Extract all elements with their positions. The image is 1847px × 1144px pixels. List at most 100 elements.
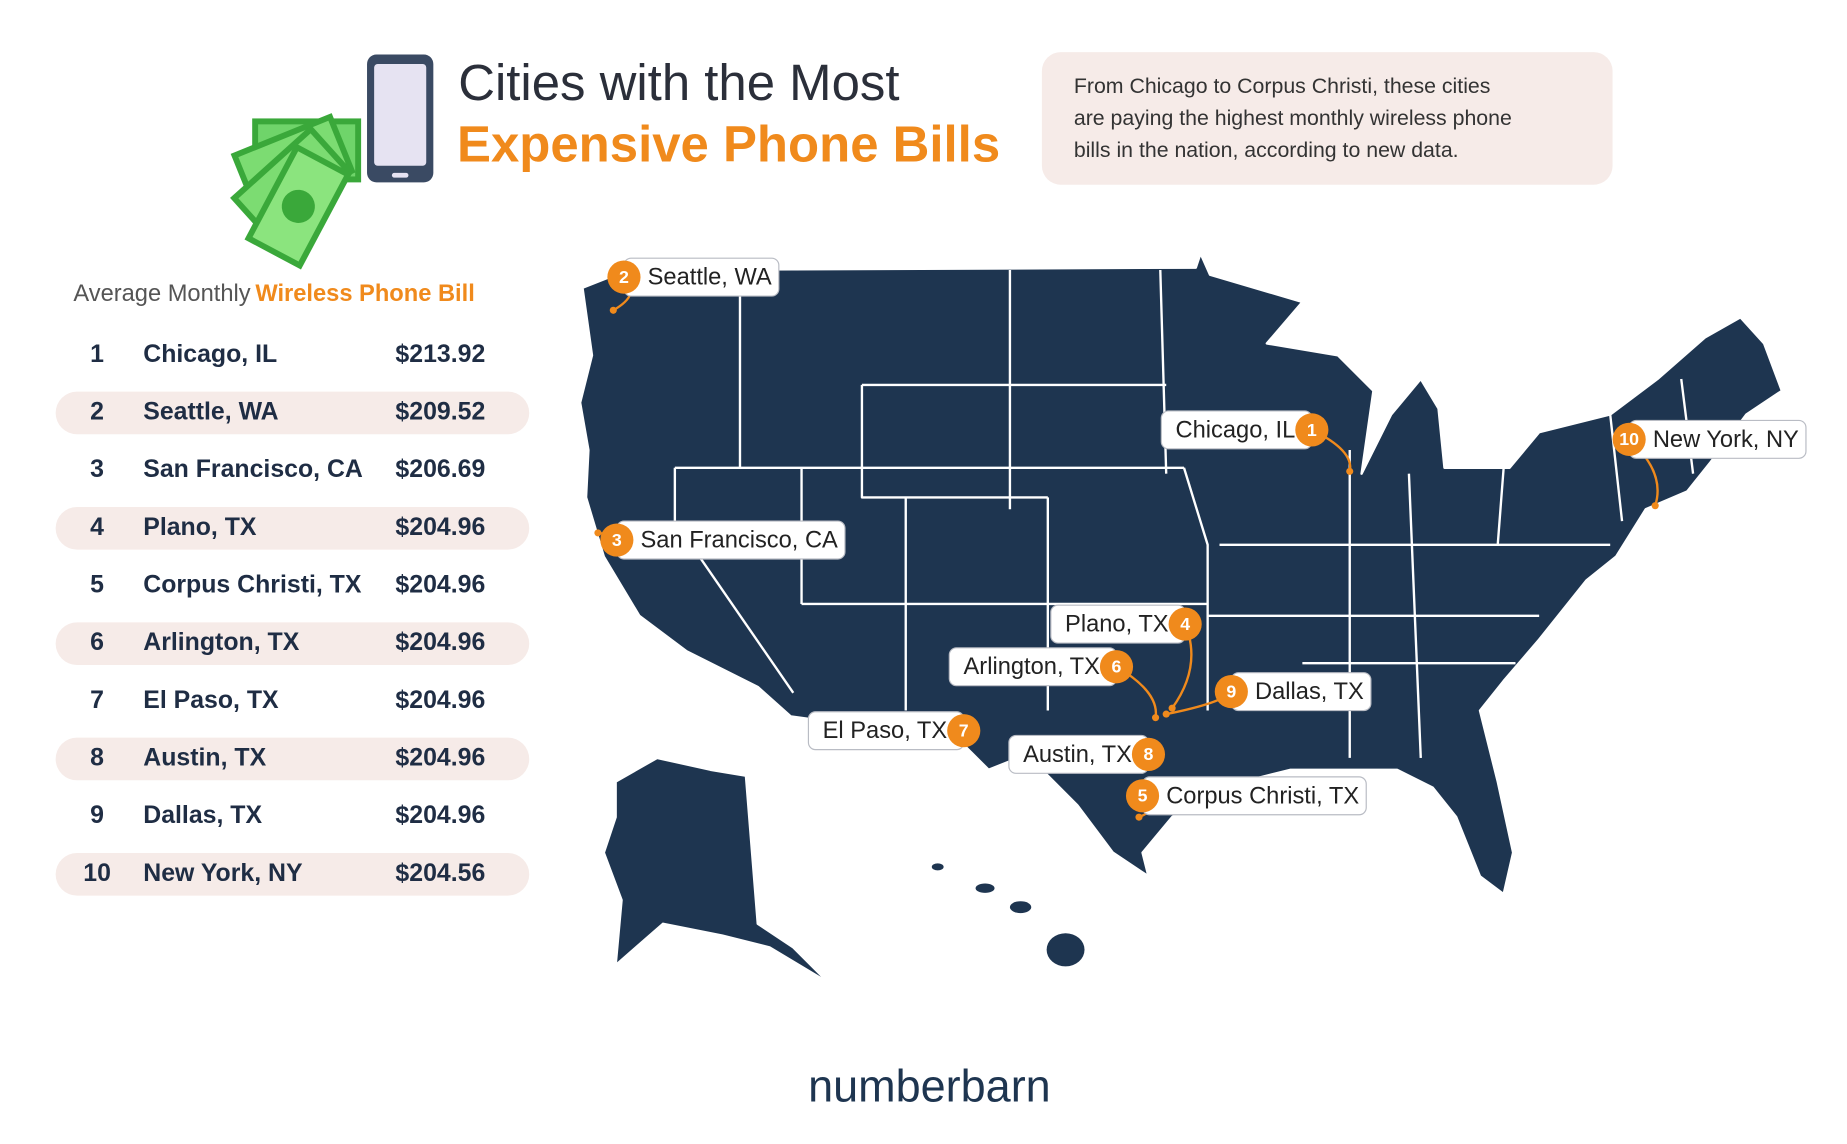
pin-circle [947, 714, 981, 748]
alaska [602, 756, 830, 985]
pin-rank: 3 [612, 530, 622, 550]
bill: $209.52 [395, 398, 485, 426]
row-background [55, 391, 530, 435]
pin-label: Seattle, WA [648, 265, 772, 291]
rank: 9 [90, 801, 104, 829]
rank: 8 [90, 744, 104, 772]
bill: $204.96 [395, 686, 485, 714]
description-line: are paying the highest monthly wireless … [1074, 106, 1512, 130]
city: Seattle, WA [143, 398, 278, 426]
pin-circle [1168, 607, 1202, 641]
row-background [55, 622, 530, 665]
city-dot [609, 306, 617, 314]
bill: $206.69 [395, 455, 485, 483]
rank: 7 [90, 686, 104, 714]
money-phone-icon [230, 54, 434, 270]
rank: 4 [90, 513, 104, 541]
city: Chicago, IL [143, 340, 277, 368]
pin-label: New York, NY [1653, 427, 1799, 453]
bill: $204.96 [395, 744, 485, 772]
pin-circle [1125, 779, 1160, 813]
pin-circle [1099, 650, 1134, 684]
us-map [578, 252, 1784, 985]
pin-label: Arlington, TX [964, 654, 1101, 680]
rank: 10 [83, 859, 111, 887]
description-box [1041, 52, 1613, 185]
city-dot [594, 529, 602, 537]
map-pin: Corpus Christi, TX 5 [1125, 776, 1367, 821]
city: Corpus Christi, TX [143, 571, 362, 599]
map-pin: San Francisco, CA 3 [594, 520, 846, 560]
city-dot [1162, 710, 1170, 718]
pin-label: Dallas, TX [1255, 679, 1364, 705]
title-line-1: Cities with the Most [458, 54, 899, 111]
title-line-2: Expensive Phone Bills [457, 115, 1000, 172]
pin-rank: 2 [619, 267, 629, 287]
city-dot [1346, 467, 1354, 475]
pin-circle [1131, 737, 1166, 771]
map-pin: New York, NY 10 [1612, 419, 1807, 510]
bill: $204.96 [395, 628, 485, 656]
pin-rank: 1 [1307, 420, 1317, 440]
city: San Francisco, CA [143, 455, 363, 483]
city-dot [1168, 704, 1176, 712]
pin-rank: 4 [1180, 614, 1190, 634]
rank: 6 [90, 628, 104, 656]
pin-rank: 10 [1619, 429, 1639, 449]
pin-label: Austin, TX [1023, 742, 1132, 768]
rank: 3 [90, 455, 104, 483]
brand: numberbarn [808, 1060, 1051, 1111]
city: Dallas, TX [143, 801, 262, 829]
description-line: From Chicago to Corpus Christi, these ci… [1074, 74, 1491, 98]
map-pin: Dallas, TX 9 [1162, 672, 1372, 718]
bill: $204.56 [395, 859, 485, 887]
state-borders [673, 269, 1695, 758]
city: Plano, TX [143, 513, 257, 541]
map-pins: Chicago, IL 1 Seattle, WA 2 San Francisco, C… [594, 257, 1807, 821]
rank: 2 [90, 398, 104, 426]
pin-label: El Paso, TX [823, 718, 948, 744]
map-pin: El Paso, TX 7 [807, 711, 981, 751]
pin-circle [600, 523, 634, 557]
pin-rank: 5 [1138, 786, 1148, 806]
map-pin: Seattle, WA 2 [607, 257, 780, 314]
pin-label: Corpus Christi, TX [1166, 783, 1359, 809]
description: From Chicago to Corpus Christi, these ci… [1074, 74, 1512, 162]
description-line: bills in the nation, according to new da… [1074, 138, 1459, 162]
city: New York, NY [143, 859, 303, 887]
map-pin: Chicago, IL 1 [1160, 410, 1354, 475]
ranking-table: 1 Chicago, IL $213.92 2 Seattle, WA $209.52 3 S… [55, 340, 530, 896]
city: El Paso, TX [143, 686, 279, 714]
pin-circle [1295, 413, 1329, 447]
bill: $204.96 [395, 801, 485, 829]
row-background [55, 737, 530, 781]
city-dot [1135, 813, 1143, 821]
city: Austin, TX [143, 744, 266, 772]
table-subtitle: Average Monthly Wireless Phone Bill [73, 281, 474, 307]
pin-rank: 6 [1112, 657, 1122, 677]
bill: $213.92 [395, 340, 485, 368]
map-pin: Austin, TX 8 [1008, 734, 1166, 774]
subtitle-plain: Average Monthly [73, 281, 250, 307]
pin-label: Chicago, IL [1176, 417, 1296, 443]
city-dot [1152, 714, 1160, 722]
pin-rank: 8 [1144, 744, 1154, 764]
city-dot [1651, 502, 1659, 510]
pin-rank: 9 [1226, 681, 1236, 701]
bill: $204.96 [395, 513, 485, 541]
map-pin: Plano, TX 4 [1050, 604, 1202, 712]
pin-rank: 7 [959, 721, 969, 741]
pin-circle [1612, 422, 1646, 456]
pin-circle [1214, 675, 1248, 709]
bill: $204.96 [395, 571, 485, 599]
pin-circle [607, 260, 641, 294]
city: Arlington, TX [143, 628, 299, 656]
rank: 5 [90, 571, 104, 599]
row-background [55, 853, 530, 896]
rank: 1 [90, 340, 104, 368]
pin-label: San Francisco, CA [641, 527, 839, 553]
map-pin: Arlington, TX 6 [948, 647, 1160, 722]
row-background [55, 506, 530, 550]
